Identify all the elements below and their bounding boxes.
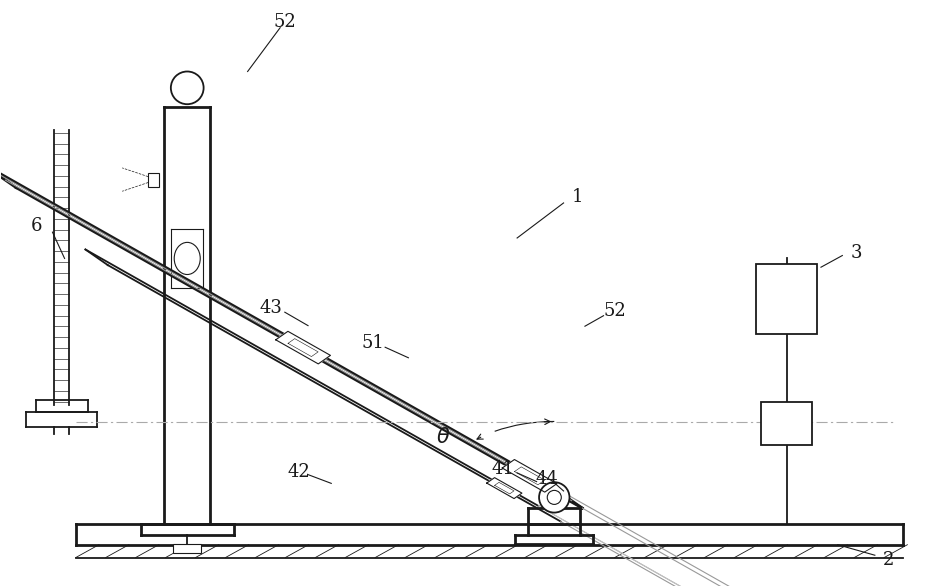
Text: 41: 41 <box>492 460 514 478</box>
Polygon shape <box>502 460 557 492</box>
Polygon shape <box>276 331 331 364</box>
Text: 6: 6 <box>31 217 43 235</box>
Circle shape <box>547 490 561 504</box>
Text: 2: 2 <box>884 551 895 569</box>
Text: 52: 52 <box>603 302 626 320</box>
Ellipse shape <box>174 242 200 275</box>
Bar <box>148 173 159 187</box>
Text: $\theta$: $\theta$ <box>435 427 450 447</box>
Circle shape <box>171 72 203 104</box>
Text: 42: 42 <box>287 463 310 481</box>
Text: 52: 52 <box>273 13 296 31</box>
Text: 43: 43 <box>259 299 282 317</box>
Bar <box>173 544 201 554</box>
Text: 3: 3 <box>851 244 862 262</box>
Circle shape <box>539 482 569 512</box>
Text: 51: 51 <box>362 334 385 352</box>
Text: 44: 44 <box>536 470 558 488</box>
Bar <box>761 402 812 446</box>
Bar <box>757 264 816 335</box>
Text: 1: 1 <box>571 188 583 206</box>
Polygon shape <box>487 478 522 498</box>
